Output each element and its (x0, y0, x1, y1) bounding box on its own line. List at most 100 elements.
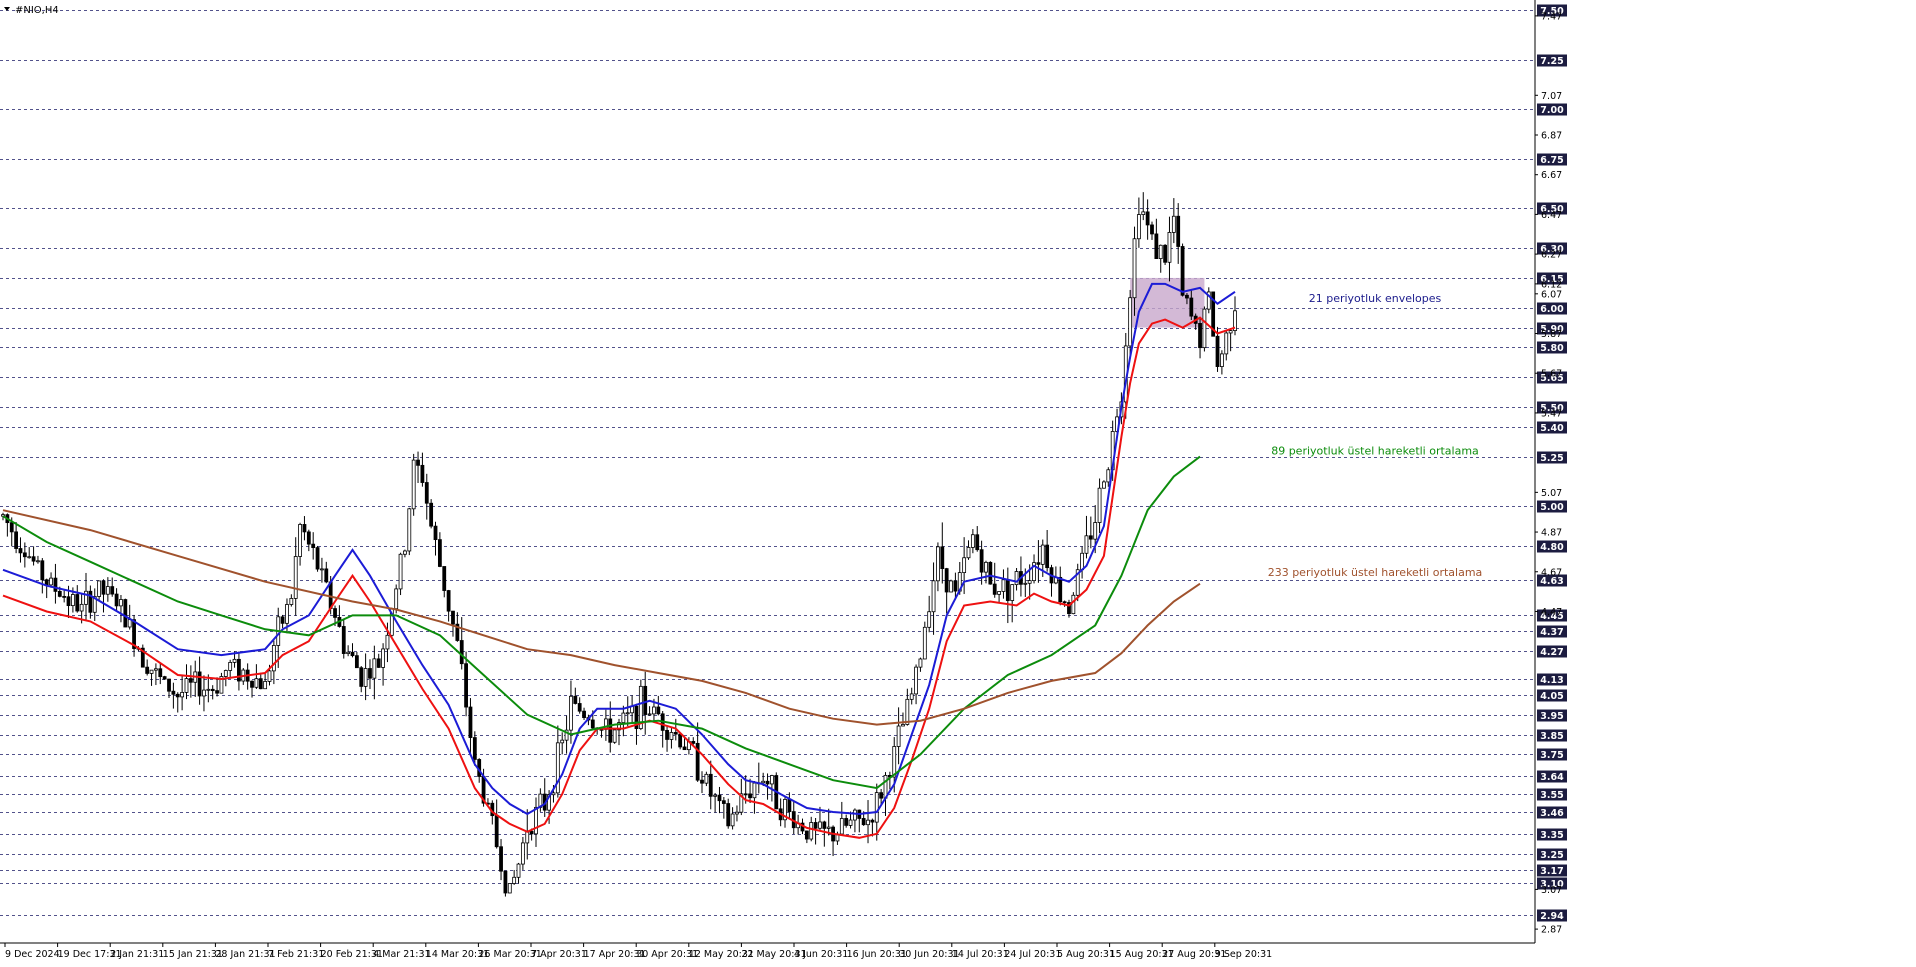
candle-body (922, 626, 927, 660)
candle-body (202, 689, 206, 697)
candle-body (748, 793, 752, 799)
candle-body (844, 818, 849, 826)
time-tick-label: 4 Jun 20:31 (794, 949, 848, 960)
level-badge-label: 4.05 (1540, 691, 1563, 702)
candle-body (267, 670, 272, 682)
level-badge-label: 5.40 (1540, 423, 1564, 434)
candle-body (525, 830, 530, 844)
candle-body (1010, 584, 1015, 601)
level-badge-label: 6.00 (1540, 304, 1564, 315)
candle-body (730, 813, 735, 827)
candle-body (75, 594, 80, 612)
candle-body (874, 792, 879, 823)
candle-body (271, 645, 276, 672)
candle-body (813, 822, 818, 829)
candle-body (97, 580, 102, 597)
level-badge-label: 3.75 (1540, 750, 1563, 761)
candle-body (988, 561, 993, 585)
candle-body (263, 681, 268, 690)
candle-body (250, 680, 254, 688)
candle-body (717, 794, 722, 802)
candle-body (1163, 244, 1167, 263)
level-badge-label: 6.15 (1540, 274, 1563, 285)
candle-body (726, 803, 731, 827)
time-tick-label: 9 Dec 2024 (5, 949, 60, 960)
candle-body (905, 698, 910, 725)
indicator-annotation: 89 periyotluk üstel hareketli ortalama (1271, 445, 1479, 458)
candle-body (1106, 469, 1111, 483)
candle-body (870, 819, 875, 823)
level-badge-label: 4.13 (1540, 675, 1563, 686)
candle-body (101, 580, 106, 595)
time-tick-label: 12 May 20:31 (689, 949, 754, 960)
level-badge (1537, 341, 1567, 354)
level-badge-label: 5.00 (1540, 502, 1564, 513)
candle-body (363, 668, 368, 687)
time-tick-label: 24 Jul 20:31 (1004, 949, 1061, 960)
candle-body (105, 586, 110, 595)
candle-body (254, 678, 259, 688)
candle-body (359, 667, 364, 687)
time-tick-label: 9 Sep 20:31 (1215, 949, 1272, 960)
level-badge-label: 3.10 (1540, 879, 1564, 890)
price-tick-label: 6.47 (1541, 210, 1562, 221)
candle-body (708, 773, 713, 797)
candle-body (1132, 238, 1137, 299)
level-badge (1537, 828, 1567, 841)
level-badge (1537, 153, 1567, 166)
candle-body (669, 732, 674, 740)
candle-body (49, 577, 53, 586)
time-tick-label: 26 Mar 20:31 (478, 949, 541, 960)
candle-body (704, 773, 709, 784)
candle-body (1219, 353, 1224, 367)
level-badge (1537, 609, 1567, 622)
level-badge-label: 7.50 (1540, 6, 1564, 17)
candle-body (962, 557, 967, 573)
dropdown-triangle-icon[interactable] (4, 7, 10, 11)
candle-body (354, 655, 359, 669)
candle-body (652, 706, 656, 715)
candle-body (149, 669, 154, 674)
candle-body (280, 616, 285, 624)
candle-body (184, 678, 189, 693)
level-badge-label: 3.85 (1540, 731, 1563, 742)
candle-body (459, 640, 464, 665)
candle-body (1058, 576, 1063, 603)
candle-body (451, 610, 455, 625)
level-badge-label: 3.55 (1540, 790, 1563, 801)
candle-body (394, 588, 399, 610)
level-badge-label: 6.30 (1540, 244, 1564, 255)
price-tick-label: 6.67 (1541, 170, 1562, 181)
candle-body (219, 676, 224, 694)
candle-body (1141, 211, 1146, 215)
candle-body (743, 793, 748, 796)
candle-body (158, 668, 163, 678)
chart-header: #NIO,H4 (4, 5, 59, 16)
candle-body (302, 524, 307, 533)
indicator-line-2 (2, 455, 1201, 790)
level-badge-label: 5.80 (1540, 343, 1564, 354)
level-badge (1537, 421, 1567, 434)
candle-body (145, 666, 150, 674)
candle-body (350, 651, 355, 657)
candle-body (682, 746, 687, 751)
candle-body (516, 863, 521, 878)
candle-body (931, 580, 936, 613)
candle-body (14, 531, 19, 549)
candle-body (1150, 224, 1154, 235)
price-tick-label: 6.87 (1541, 130, 1562, 141)
candle-body (1128, 297, 1133, 347)
candle-body (638, 685, 643, 730)
candle-body (31, 556, 36, 562)
time-tick-label: 19 Dec 17:31 (58, 949, 122, 960)
candle-body (315, 547, 320, 570)
level-badge (1537, 748, 1567, 761)
candle-body (119, 599, 123, 607)
candle-body (534, 806, 538, 835)
candle-body (258, 678, 263, 690)
candle-body (403, 550, 407, 555)
level-badge (1537, 848, 1567, 861)
candle-body (180, 691, 185, 698)
